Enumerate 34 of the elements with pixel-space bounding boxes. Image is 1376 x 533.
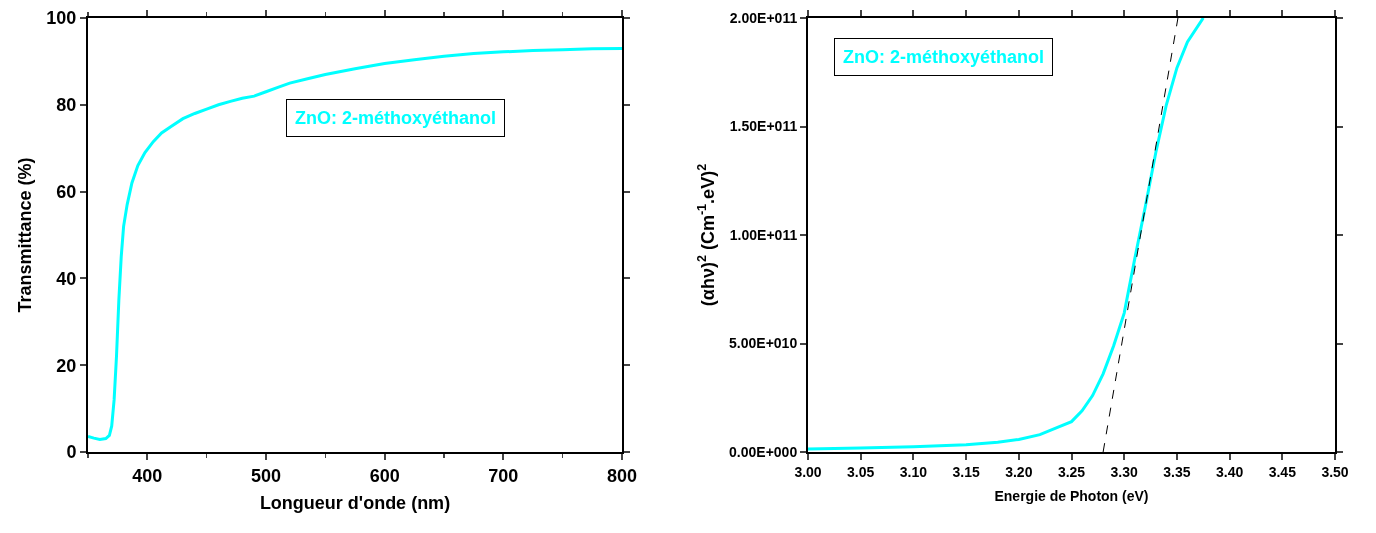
x-tick-label: 500 <box>250 465 282 486</box>
x-tick-label: 3.10 <box>899 463 928 480</box>
y-tick-label: 20 <box>56 355 77 376</box>
x-tick-label: 700 <box>488 465 519 486</box>
y-tick-label: 0.00E+000 <box>729 443 798 460</box>
x-tick-label: 3.25 <box>1057 463 1086 480</box>
x-tick-label: 800 <box>606 465 638 486</box>
annotation: ZnO: 2-méthoxyéthanol <box>295 108 497 128</box>
x-axis-title: Longueur d'onde (nm) <box>259 493 451 514</box>
y-tick-label: 100 <box>46 8 77 29</box>
x-tick-label: 3.35 <box>1163 463 1191 480</box>
y-tick-label: 0 <box>66 442 77 463</box>
x-tick-label: 3.05 <box>847 463 875 480</box>
x-tick-label: 3.50 <box>1321 463 1349 480</box>
y-tick-label: 60 <box>56 181 77 202</box>
x-tick-label: 3.40 <box>1215 463 1244 480</box>
x-tick-label: 600 <box>369 465 400 486</box>
y-tick-label: 1.50E+011 <box>729 118 798 135</box>
y-tick-label: 2.00E+011 <box>729 9 798 26</box>
x-tick-label: 3.20 <box>1005 463 1033 480</box>
x-tick-label: 400 <box>132 465 163 486</box>
x-tick-label: 3.30 <box>1110 463 1139 480</box>
y-tick-label: 5.00E+010 <box>729 335 798 352</box>
x-tick-label: 3.45 <box>1268 463 1297 480</box>
annotation: ZnO: 2-méthoxyéthanol <box>843 47 1045 67</box>
y-axis-title: Transmittance (%) <box>15 157 36 313</box>
x-tick-label: 3.15 <box>952 463 980 480</box>
y-tick-label: 80 <box>56 95 77 116</box>
x-tick-label: 3.00 <box>794 463 822 480</box>
y-tick-label: 1.00E+011 <box>729 226 798 243</box>
line-series <box>808 18 1205 451</box>
x-axis-title: Energie de Photon (eV) <box>994 487 1149 504</box>
line-series <box>88 46 622 441</box>
y-tick-label: 40 <box>56 268 77 289</box>
